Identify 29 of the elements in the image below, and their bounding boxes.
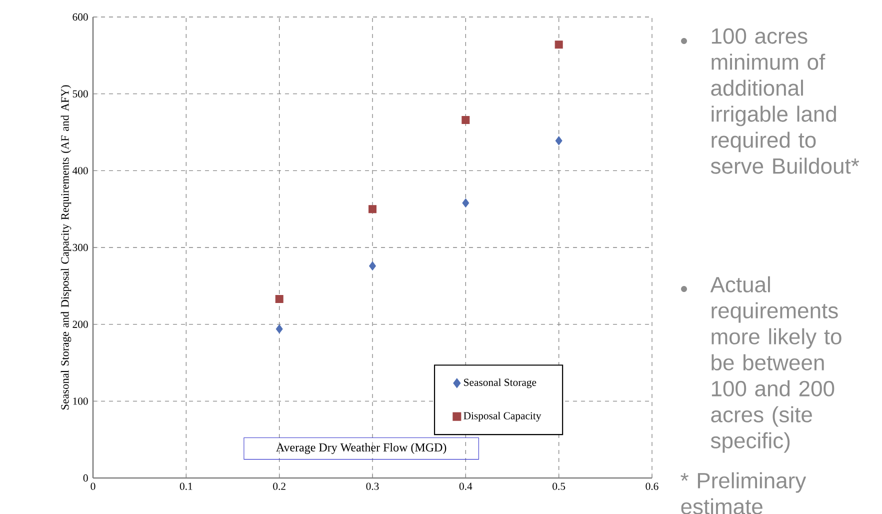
- point: [369, 261, 376, 270]
- point: [462, 116, 470, 124]
- y-tick-label: 200: [72, 320, 88, 328]
- text: Actual requirements more likely to be between 100 and 200 acres (site specific): [710, 276, 842, 453]
- x-tick-label: 0.1: [180, 482, 192, 490]
- point: [462, 198, 470, 208]
- y-tick-label: 100: [73, 397, 88, 405]
- point: [276, 324, 283, 334]
- x-tick-label: 0.5: [552, 482, 566, 490]
- x-axis-title: Average Dry Weather Flow (MGD): [276, 442, 446, 454]
- y-tick-label: 300: [72, 244, 88, 251]
- y-tick-label: 400: [72, 166, 88, 174]
- point: [555, 136, 562, 146]
- x-tick-label: 0: [90, 482, 96, 490]
- point: [275, 294, 284, 303]
- legend-label: Disposal Capacity: [464, 412, 542, 422]
- y-tick-label: 0: [83, 474, 88, 482]
- y-tick-label: 600: [72, 13, 88, 20]
- legend-label: Seasonal Storage: [464, 378, 536, 388]
- x-tick-label: 0.4: [459, 482, 472, 490]
- point: [554, 40, 563, 48]
- y-axis-title: Seasonal Storage and Disposal Capacity Requirements (AF and AFY): [60, 85, 72, 410]
- text: * Preliminary estimate: [680, 472, 806, 514]
- x-tick-label: 0.6: [646, 482, 658, 490]
- text: 100 acres minimum of additional irrigable land required to serve Buildout*: [710, 28, 860, 174]
- x-tick-label: 0.2: [273, 482, 286, 490]
- point: [368, 204, 377, 213]
- x-tick-label: 0.3: [366, 482, 379, 490]
- y-tick-label: 500: [72, 90, 88, 98]
